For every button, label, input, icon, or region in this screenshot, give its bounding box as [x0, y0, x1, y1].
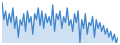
- line-area: [2, 2, 118, 43]
- plot-area: [2, 2, 118, 43]
- line: [2, 2, 118, 43]
- chart: [0, 0, 120, 45]
